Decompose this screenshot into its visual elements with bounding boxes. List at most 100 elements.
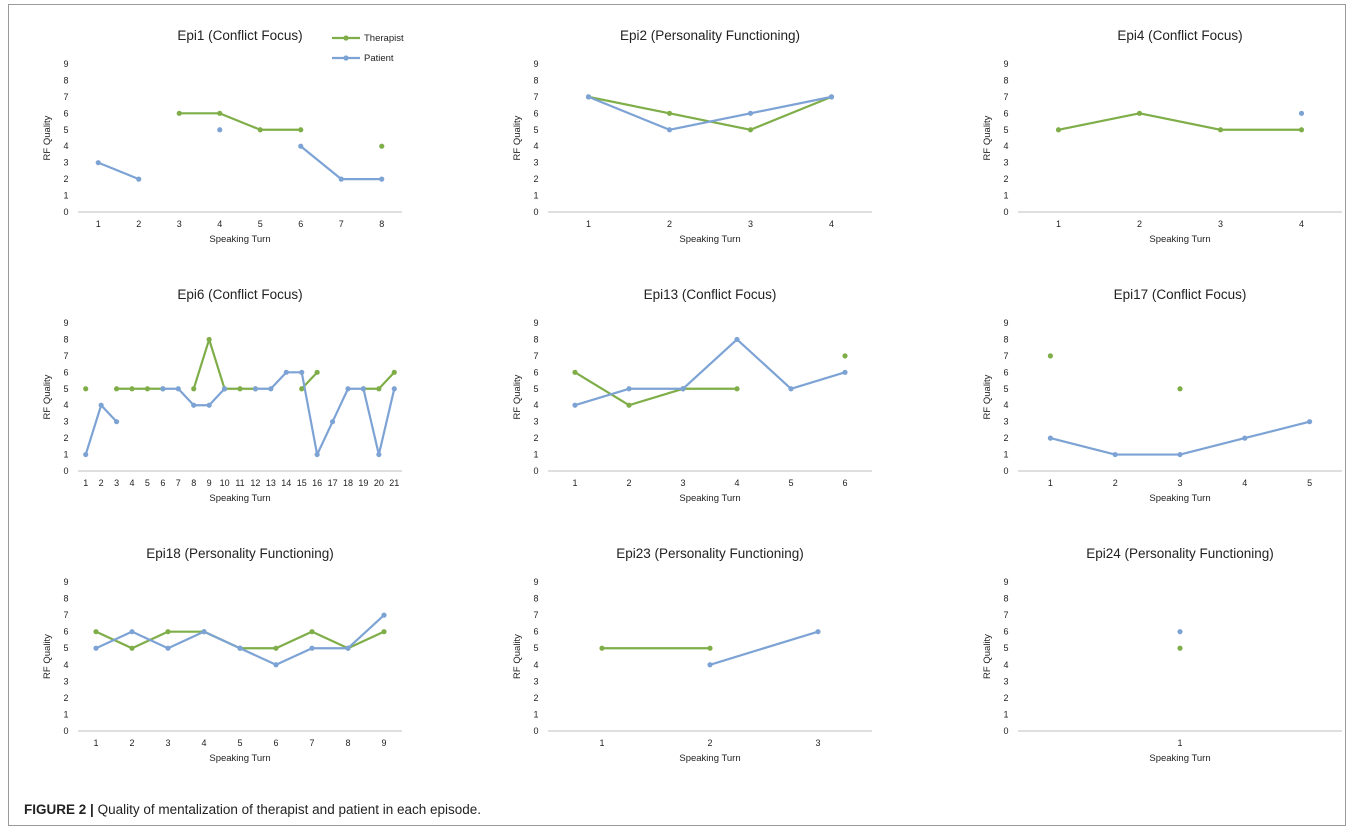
therapist-point [191, 386, 197, 392]
y-tick-label: 3 [533, 676, 538, 686]
y-tick-label: 0 [533, 207, 538, 217]
therapist-point [1047, 353, 1053, 359]
patient-point [136, 176, 142, 182]
patient-point [283, 369, 289, 375]
x-tick-label: 1 [572, 478, 577, 488]
patient-line-segment [202, 630, 242, 650]
y-tick-label: 7 [1003, 610, 1008, 620]
chart-title: Epi4 (Conflict Focus) [1117, 28, 1242, 43]
therapist-point [391, 369, 397, 375]
y-tick-label: 5 [1003, 384, 1008, 394]
x-tick-label: 12 [250, 478, 260, 488]
y-tick-label: 0 [533, 726, 538, 736]
y-tick-label: 8 [1003, 334, 1008, 344]
x-tick-label: 1 [599, 738, 604, 748]
therapist-line-segment [1138, 112, 1222, 131]
x-tick-label: 18 [343, 478, 353, 488]
figure-caption: FIGURE 2 | Quality of mentalization of t… [24, 802, 481, 817]
x-axis-label: Speaking Turn [1149, 234, 1210, 245]
patient-line-segment [97, 161, 140, 181]
x-tick-label: 9 [381, 738, 386, 748]
y-tick-label: 3 [63, 158, 68, 168]
y-tick-label: 6 [1003, 367, 1008, 377]
y-tick-label: 9 [63, 59, 68, 69]
y-tick-label: 0 [63, 207, 68, 217]
patient-line-segment [789, 371, 847, 390]
x-tick-label: 1 [93, 738, 98, 748]
patient-point [206, 402, 212, 408]
y-axis-label: RF Quality [512, 115, 523, 160]
therapist-line-segment [274, 630, 314, 650]
x-tick-label: 9 [207, 478, 212, 488]
x-tick-label: 1 [1048, 478, 1053, 488]
y-tick-label: 9 [533, 577, 538, 587]
chart-panel-6: Epi17 (Conflict Focus) 0 1 2 3 4 5 6 7 8 9 RF Quali… [982, 287, 1342, 504]
y-axis-label: RF Quality [982, 634, 993, 679]
therapist-line-segment [1057, 112, 1141, 131]
patient-point [252, 386, 259, 392]
y-tick-label: 6 [533, 627, 538, 637]
patient-point [165, 645, 171, 651]
therapist-point [299, 386, 305, 392]
y-axis-label: RF Quality [42, 634, 53, 679]
patient-point [83, 451, 89, 458]
y-tick-label: 1 [1003, 191, 1008, 201]
x-tick-label: 15 [297, 478, 307, 488]
y-tick-label: 7 [1003, 351, 1008, 361]
patient-point [237, 645, 243, 651]
y-tick-label: 9 [533, 318, 538, 328]
therapist-point [257, 127, 263, 133]
y-tick-label: 7 [533, 610, 538, 620]
patient-line-segment [735, 338, 793, 390]
y-tick-label: 2 [533, 693, 538, 703]
therapist-point [176, 110, 182, 116]
y-tick-label: 1 [1003, 709, 1008, 719]
therapist-point [1177, 386, 1183, 392]
x-tick-label: 6 [842, 478, 847, 488]
x-axis-label: Speaking Turn [209, 753, 270, 764]
y-tick-label: 1 [533, 450, 538, 460]
therapist-point [734, 386, 740, 392]
patient-point [273, 662, 279, 668]
therapist-point [1136, 110, 1143, 116]
y-tick-label: 3 [63, 676, 68, 686]
therapist-point [273, 645, 279, 651]
y-tick-label: 2 [533, 174, 538, 184]
therapist-point [1177, 645, 1183, 651]
patient-point [160, 386, 166, 392]
legend-patient-label: Patient [364, 53, 394, 64]
patient-point [828, 94, 835, 100]
patient-line-segment [346, 614, 386, 650]
y-tick-label: 6 [63, 627, 68, 637]
patient-point [376, 451, 382, 458]
x-tick-label: 17 [328, 478, 338, 488]
patient-point [626, 386, 632, 392]
y-tick-label: 9 [63, 318, 68, 328]
y-tick-label: 4 [533, 141, 538, 151]
x-axis-label: Speaking Turn [679, 753, 740, 764]
x-tick-label: 7 [339, 219, 344, 229]
y-tick-label: 6 [1003, 627, 1008, 637]
x-tick-label: 4 [829, 219, 834, 229]
x-tick-label: 4 [129, 478, 134, 488]
x-tick-label: 1 [83, 478, 88, 488]
therapist-point [113, 386, 120, 392]
y-tick-label: 7 [1003, 92, 1008, 102]
therapist-point [217, 110, 223, 116]
y-tick-label: 4 [533, 400, 538, 410]
patient-point [298, 143, 304, 149]
x-tick-label: 2 [667, 219, 672, 229]
patient-line-segment [362, 387, 380, 456]
therapist-point [381, 629, 387, 635]
patient-point [360, 386, 367, 392]
therapist-point [129, 386, 135, 392]
x-tick-label: 1 [1056, 219, 1061, 229]
therapist-point [298, 127, 304, 133]
patient-point [345, 386, 351, 392]
y-tick-label: 8 [63, 75, 68, 85]
patient-line-segment [668, 112, 752, 131]
y-axis-label: RF Quality [982, 115, 993, 160]
chart-title: Epi6 (Conflict Focus) [177, 287, 302, 302]
